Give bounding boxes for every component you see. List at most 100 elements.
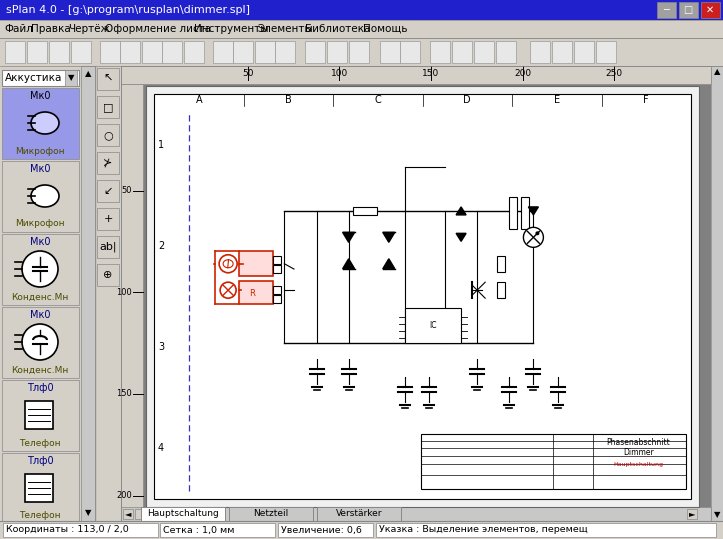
Polygon shape <box>456 233 466 241</box>
Bar <box>687 509 697 519</box>
Bar <box>305 41 325 63</box>
Bar <box>121 507 711 521</box>
Bar <box>121 66 711 84</box>
Bar <box>596 41 616 63</box>
Text: D: D <box>463 95 471 105</box>
Text: C: C <box>375 95 381 105</box>
Bar <box>184 41 204 63</box>
Text: ⊁: ⊁ <box>103 158 113 168</box>
Text: ▼: ▼ <box>714 510 720 520</box>
Bar <box>142 41 162 63</box>
Circle shape <box>22 324 58 360</box>
Polygon shape <box>343 259 355 269</box>
Text: ↖: ↖ <box>103 74 113 84</box>
Bar <box>5 41 25 63</box>
Bar <box>0 38 723 66</box>
Bar <box>2 88 79 159</box>
Bar <box>273 265 281 273</box>
Bar <box>97 180 119 202</box>
Bar <box>521 197 529 229</box>
Bar <box>2 70 79 86</box>
Text: 200: 200 <box>514 68 531 78</box>
Text: Конденс.Мн: Конденс.Мн <box>12 365 69 375</box>
Text: ►: ► <box>689 509 696 519</box>
Bar <box>273 295 281 303</box>
Bar <box>679 2 698 18</box>
Text: ─: ─ <box>663 5 669 15</box>
Bar <box>3 523 158 537</box>
Text: Тлф0: Тлф0 <box>27 456 54 466</box>
Ellipse shape <box>31 185 59 207</box>
Bar <box>430 41 450 63</box>
Bar <box>380 41 400 63</box>
Text: Verstärker: Verstärker <box>335 509 382 519</box>
Text: IC: IC <box>429 321 437 330</box>
Bar <box>121 84 143 521</box>
Bar <box>97 68 119 90</box>
Bar <box>100 41 120 63</box>
Bar <box>574 41 594 63</box>
Text: ▲: ▲ <box>85 70 91 79</box>
Bar <box>421 434 686 489</box>
Bar <box>135 509 170 519</box>
Text: Оформление листа: Оформление листа <box>106 24 211 34</box>
Text: ab|: ab| <box>99 242 116 252</box>
Text: 150: 150 <box>422 68 440 78</box>
Bar <box>141 507 225 521</box>
Text: Чертёж: Чертёж <box>68 24 110 34</box>
Text: Аккустика: Аккустика <box>5 73 62 83</box>
Bar <box>2 453 79 524</box>
Text: +: + <box>103 214 113 224</box>
Bar <box>0 66 95 521</box>
Bar <box>0 0 723 20</box>
Bar <box>0 521 723 539</box>
Bar <box>701 2 720 18</box>
Text: Файл: Файл <box>4 24 33 34</box>
Bar <box>71 41 91 63</box>
Text: Библиотека: Библиотека <box>305 24 371 34</box>
Bar <box>229 507 313 521</box>
Text: R: R <box>249 289 255 298</box>
Bar <box>160 523 275 537</box>
Bar <box>317 507 401 521</box>
Circle shape <box>219 255 237 273</box>
Bar <box>154 94 691 499</box>
Polygon shape <box>529 207 539 215</box>
Bar <box>123 509 133 519</box>
Bar <box>97 264 119 286</box>
Text: Элементы: Элементы <box>257 24 313 34</box>
Bar <box>2 380 79 451</box>
Text: 50: 50 <box>121 186 132 195</box>
Bar <box>530 41 550 63</box>
Text: 50: 50 <box>242 68 254 78</box>
Bar <box>508 197 516 229</box>
Bar <box>273 256 281 264</box>
Bar <box>49 41 69 63</box>
Text: Микрофон: Микрофон <box>15 219 65 229</box>
Text: Мк0: Мк0 <box>30 164 51 174</box>
Bar <box>121 66 711 521</box>
Text: Телефон: Телефон <box>20 439 61 447</box>
Bar <box>97 96 119 118</box>
Bar <box>97 124 119 146</box>
Text: ✕: ✕ <box>706 5 714 15</box>
Bar <box>146 86 699 507</box>
Bar <box>65 70 77 86</box>
Text: Сетка : 1,0 мм: Сетка : 1,0 мм <box>163 526 234 535</box>
Bar <box>275 41 295 63</box>
Text: Увеличение: 0,6: Увеличение: 0,6 <box>281 526 362 535</box>
Bar <box>497 282 505 298</box>
Bar <box>255 41 275 63</box>
Bar <box>552 41 572 63</box>
Circle shape <box>22 251 58 287</box>
Text: □: □ <box>103 102 114 112</box>
Bar <box>239 251 273 276</box>
Ellipse shape <box>31 112 59 134</box>
Circle shape <box>536 231 539 236</box>
Text: 250: 250 <box>606 68 623 78</box>
Text: ▼: ▼ <box>85 508 91 517</box>
Text: Указка : Выделение элементов, перемещ: Указка : Выделение элементов, перемещ <box>379 526 588 535</box>
Bar <box>376 523 716 537</box>
Text: 4: 4 <box>158 444 164 453</box>
Text: Телефон: Телефон <box>20 512 61 521</box>
